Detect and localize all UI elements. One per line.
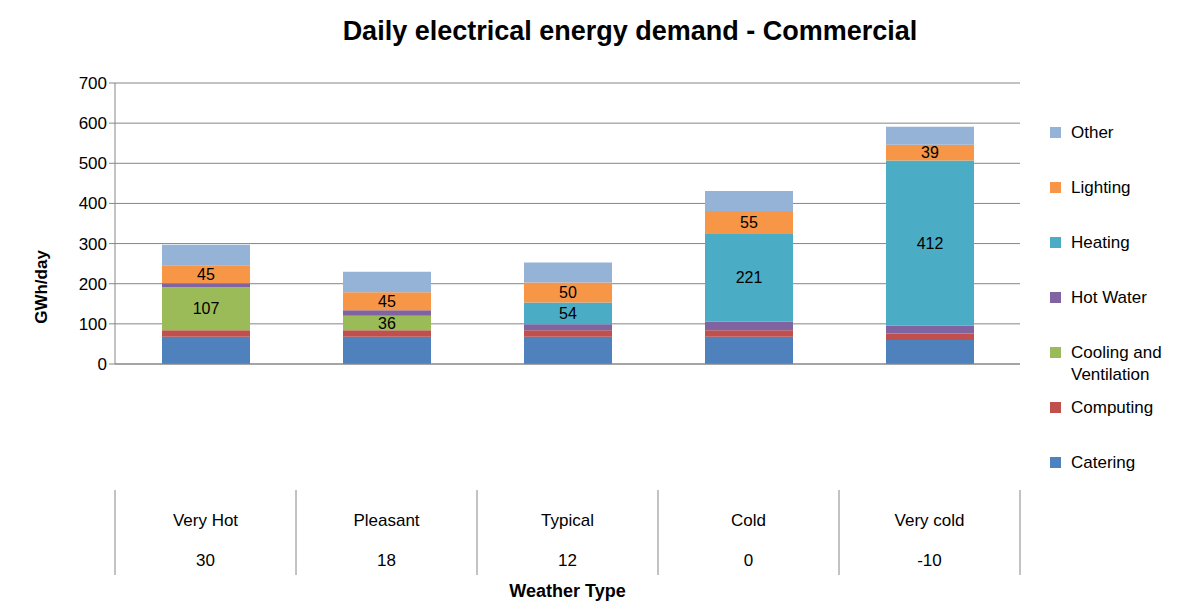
svg-text:18: 18 [377, 551, 396, 570]
html-text:Other: Other [1071, 123, 1114, 142]
svg-text:39: 39 [921, 144, 939, 161]
svg-text:30: 30 [196, 551, 215, 570]
svg-text:-10: -10 [917, 551, 942, 570]
svg-text:0: 0 [98, 355, 107, 374]
html-text:Lighting: Lighting [1071, 178, 1131, 197]
html-text:Heating: Heating [1071, 233, 1130, 252]
svg-text:100: 100 [79, 315, 107, 334]
svg-text:Pleasant: Pleasant [353, 511, 419, 530]
svg-text:Very cold: Very cold [895, 511, 965, 530]
svg-text:400: 400 [79, 194, 107, 213]
html-text:Daily electrical energy demand: Daily electrical energy demand - Commerc… [342, 16, 918, 46]
html-text:Weather Type: Weather Type [509, 581, 626, 601]
svg-text:412: 412 [917, 235, 944, 252]
svg-text:Typical: Typical [541, 511, 594, 530]
svg-text:54: 54 [559, 305, 577, 322]
svg-text:12: 12 [558, 551, 577, 570]
html-text:Catering: Catering [1071, 453, 1136, 472]
svg-text:300: 300 [79, 235, 107, 254]
svg-text:50: 50 [559, 284, 577, 301]
svg-text:500: 500 [79, 154, 107, 173]
svg-text:221: 221 [736, 269, 763, 286]
svg-text:Very Hot: Very Hot [173, 511, 238, 530]
svg-text:45: 45 [197, 266, 215, 283]
html-text:Cooling and Ventilation: Cooling and Ventilation [1071, 343, 1162, 384]
html-text:GWh/day: GWh/day [32, 250, 51, 324]
svg-text:600: 600 [79, 114, 107, 133]
svg-text:700: 700 [79, 74, 107, 93]
svg-text:45: 45 [378, 293, 396, 310]
svg-text:200: 200 [79, 275, 107, 294]
svg-text:55: 55 [740, 214, 758, 231]
html-text:Computing: Computing [1071, 398, 1154, 417]
svg-text:107: 107 [193, 300, 220, 317]
svg-text:Cold: Cold [731, 511, 766, 530]
html-text:Hot Water: Hot Water [1071, 288, 1147, 307]
svg-text:36: 36 [378, 315, 396, 332]
svg-text:0: 0 [744, 551, 753, 570]
